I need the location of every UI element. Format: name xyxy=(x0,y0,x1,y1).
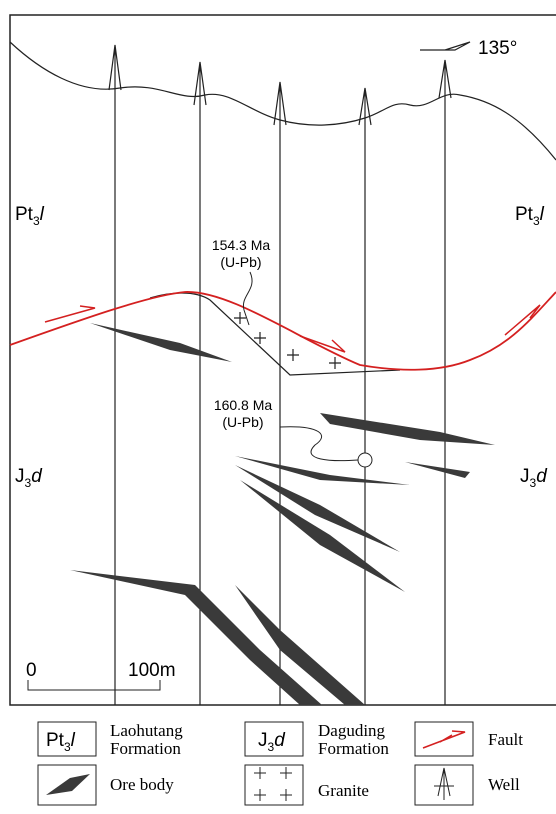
legend-symbol: J3d xyxy=(258,730,286,754)
date-pointer xyxy=(280,427,358,461)
legend-label: Daguding xyxy=(318,721,386,740)
legend-label: Ore body xyxy=(110,775,174,794)
formation-label: Pt3l xyxy=(515,204,545,228)
sample-location xyxy=(358,453,372,467)
wells xyxy=(109,45,451,705)
fault xyxy=(10,292,556,370)
scale-bar xyxy=(28,680,160,690)
frame xyxy=(10,15,556,705)
legend-label: Formation xyxy=(110,739,181,758)
legend-ore-symbol xyxy=(46,774,90,795)
strike-label: 135° xyxy=(478,38,517,59)
date-pointer xyxy=(243,272,252,325)
formation-label: J3d xyxy=(15,466,43,490)
date-age: 154.3 Ma xyxy=(212,237,271,253)
formation-label: J3d xyxy=(520,466,548,490)
fault-arrows xyxy=(45,305,540,352)
granite-crosses xyxy=(234,312,341,369)
legend: Pt3l Laohutang Formation J3d Daguding Fo… xyxy=(38,721,523,805)
legend-well-symbol xyxy=(434,768,454,800)
formation-label: Pt3l xyxy=(15,204,45,228)
ore-bodies xyxy=(70,323,495,705)
legend-label: Fault xyxy=(488,730,523,749)
legend-label: Formation xyxy=(318,739,389,758)
legend-fault-symbol xyxy=(423,731,465,748)
strike-symbol xyxy=(420,42,470,50)
date-age: 160.8 Ma xyxy=(214,397,273,413)
legend-symbol: Pt3l xyxy=(46,730,76,754)
date-method: (U-Pb) xyxy=(222,414,263,430)
scale-end: 100m xyxy=(128,660,176,681)
granite-outline xyxy=(150,293,400,375)
scale-start: 0 xyxy=(26,660,37,681)
legend-label: Granite xyxy=(318,781,369,800)
date-method: (U-Pb) xyxy=(220,254,261,270)
legend-label: Laohutang xyxy=(110,721,183,740)
legend-box xyxy=(245,765,303,805)
legend-label: Well xyxy=(488,775,520,794)
legend-granite-symbol xyxy=(254,767,292,801)
cross-section: 135° 154.3 Ma (U-Pb) 160.8 Ma (U-Pb) Pt3… xyxy=(0,0,556,814)
